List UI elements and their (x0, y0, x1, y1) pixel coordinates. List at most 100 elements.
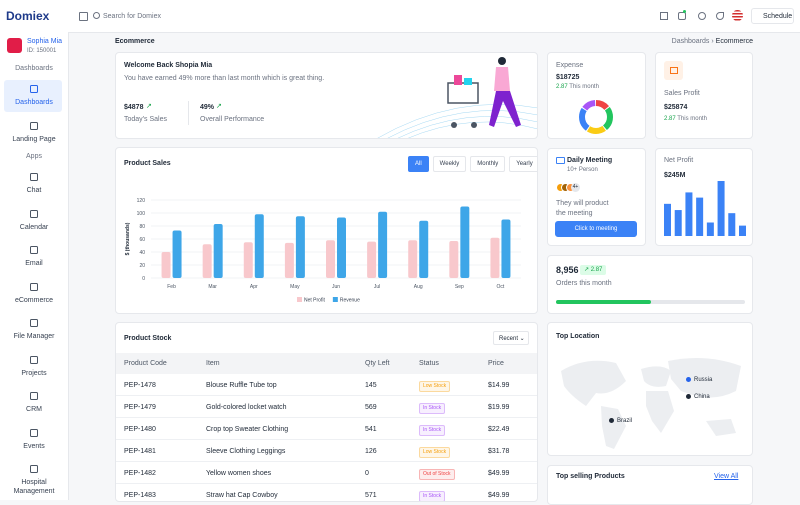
top-location-card: Top Location Russia China Brazil (547, 322, 753, 456)
meeting-text: They will product the meeting (556, 200, 609, 217)
nav-item[interactable]: Calendar (19, 223, 49, 231)
nav-icon (30, 428, 38, 437)
table-cell: 0 (365, 470, 369, 477)
x-tick-label: May (290, 284, 300, 290)
table-row (116, 374, 537, 396)
bar (408, 240, 418, 278)
tab[interactable]: All (408, 156, 429, 172)
nav-icon (30, 121, 38, 130)
filter-dropdown[interactable]: Recent ⌄ (493, 331, 529, 345)
bar (202, 244, 212, 278)
bar (739, 225, 746, 236)
theme-icon[interactable] (716, 12, 724, 20)
table-title: Product Stock (124, 335, 172, 342)
nav-item[interactable]: File Manager (13, 333, 55, 340)
bar (664, 203, 671, 236)
cart-icon (664, 61, 683, 80)
bar (172, 230, 182, 278)
card-title: Top selling Products (556, 473, 625, 480)
nav-section: Apps (26, 153, 42, 160)
change: 2.87 (556, 84, 568, 90)
bar (295, 216, 305, 278)
notification-icon[interactable] (678, 12, 686, 20)
legend-label: Net Profit (304, 298, 325, 304)
nav-item[interactable]: Landing Page (12, 135, 56, 143)
breadcrumb-current: Ecommerce (715, 38, 753, 45)
x-tick-label: Feb (167, 284, 176, 290)
table-row (116, 440, 537, 462)
nav-icon (30, 173, 38, 181)
x-tick-label: Mar (208, 284, 217, 290)
user-id: ID: 150001 (27, 48, 57, 54)
bar (254, 214, 264, 278)
card-value: $25874 (664, 104, 688, 111)
net-profit-card: Net Profit $245M (655, 148, 753, 246)
product-sales-card: Product Sales All Weekly Monthly Yearly 0 20… (115, 147, 538, 314)
nav-item[interactable]: Email (25, 260, 43, 267)
stat-value: 49% (200, 104, 215, 111)
bar (696, 197, 704, 236)
status-badge: In Stock (419, 425, 446, 436)
legend-swatch (332, 297, 338, 302)
y-tick-label: 100 (137, 211, 146, 217)
search-input[interactable]: Search for Domiex (103, 13, 161, 20)
tab[interactable]: Weekly (432, 156, 467, 172)
column-header: Item (206, 360, 220, 367)
period: This month (677, 116, 707, 122)
top-selling-card: Top selling Products View All (547, 465, 753, 505)
nav-icon (30, 355, 38, 364)
filter-label: Recent (499, 336, 519, 342)
card-label: Sales Profit (664, 90, 700, 97)
menu-toggle[interactable] (79, 12, 88, 21)
map-marker[interactable] (609, 418, 614, 423)
meeting-people: 10+ Person (567, 167, 598, 173)
orders-card: 8,956 ↗ 2.87 Orders this month (547, 255, 753, 314)
bar (501, 219, 511, 278)
map-marker[interactable] (686, 377, 691, 382)
trend-arrow: ↗ (146, 103, 152, 110)
x-tick-label: Sep (455, 284, 464, 290)
table-row (116, 418, 537, 440)
donut-segment (579, 100, 613, 134)
nav-item[interactable]: Events (23, 442, 45, 450)
nav-icon (30, 209, 38, 218)
nav-item[interactable]: eCommerce (14, 296, 54, 304)
view-all-link[interactable]: View All (714, 473, 739, 480)
legend-label: Revenue (340, 298, 360, 304)
top-bar (0, 0, 800, 33)
nav-icon (30, 319, 38, 327)
settings-icon[interactable] (698, 12, 706, 20)
nav-item[interactable]: Dashboards (15, 99, 53, 106)
table-cell: PEP-1478 (124, 382, 156, 389)
tab[interactable]: Monthly (470, 156, 506, 172)
card-label: Expense (556, 62, 584, 69)
tab[interactable]: Yearly (509, 156, 537, 172)
y-tick-label: 60 (139, 237, 145, 243)
welcome-illustration (377, 57, 537, 138)
stat-label: Today's Sales (124, 116, 167, 123)
meeting-card: Daily Meeting 10+ Person 4+ They will pr… (547, 148, 646, 246)
bar (706, 222, 714, 236)
user-name[interactable]: Sophia Mia (27, 38, 63, 45)
donut-segment (579, 100, 613, 134)
status-badge: Out of Stock (419, 469, 455, 480)
language-flag[interactable] (732, 10, 743, 21)
apps-icon[interactable] (660, 12, 668, 20)
breadcrumb-link[interactable]: Dashboards (671, 38, 710, 45)
nav-item[interactable]: CRM (26, 406, 42, 413)
table-cell: $49.99 (488, 470, 510, 477)
x-tick-label: Apr (250, 284, 258, 290)
logo[interactable]: Domiex (6, 9, 50, 23)
column-header: Product Code (124, 360, 167, 367)
bar (490, 237, 500, 278)
status-badge: Low Stock (419, 381, 451, 392)
schedule-button[interactable]: Schedule (751, 8, 794, 24)
meeting-button[interactable]: Click to meeting (555, 221, 637, 237)
status-badge: In Stock (419, 491, 446, 501)
nav-item[interactable]: Hospital Management (13, 479, 55, 495)
nav-item[interactable]: Chat (26, 187, 42, 194)
nav-icon (30, 282, 38, 291)
map-marker[interactable] (686, 394, 691, 399)
nav-item[interactable]: Projects (21, 369, 47, 377)
